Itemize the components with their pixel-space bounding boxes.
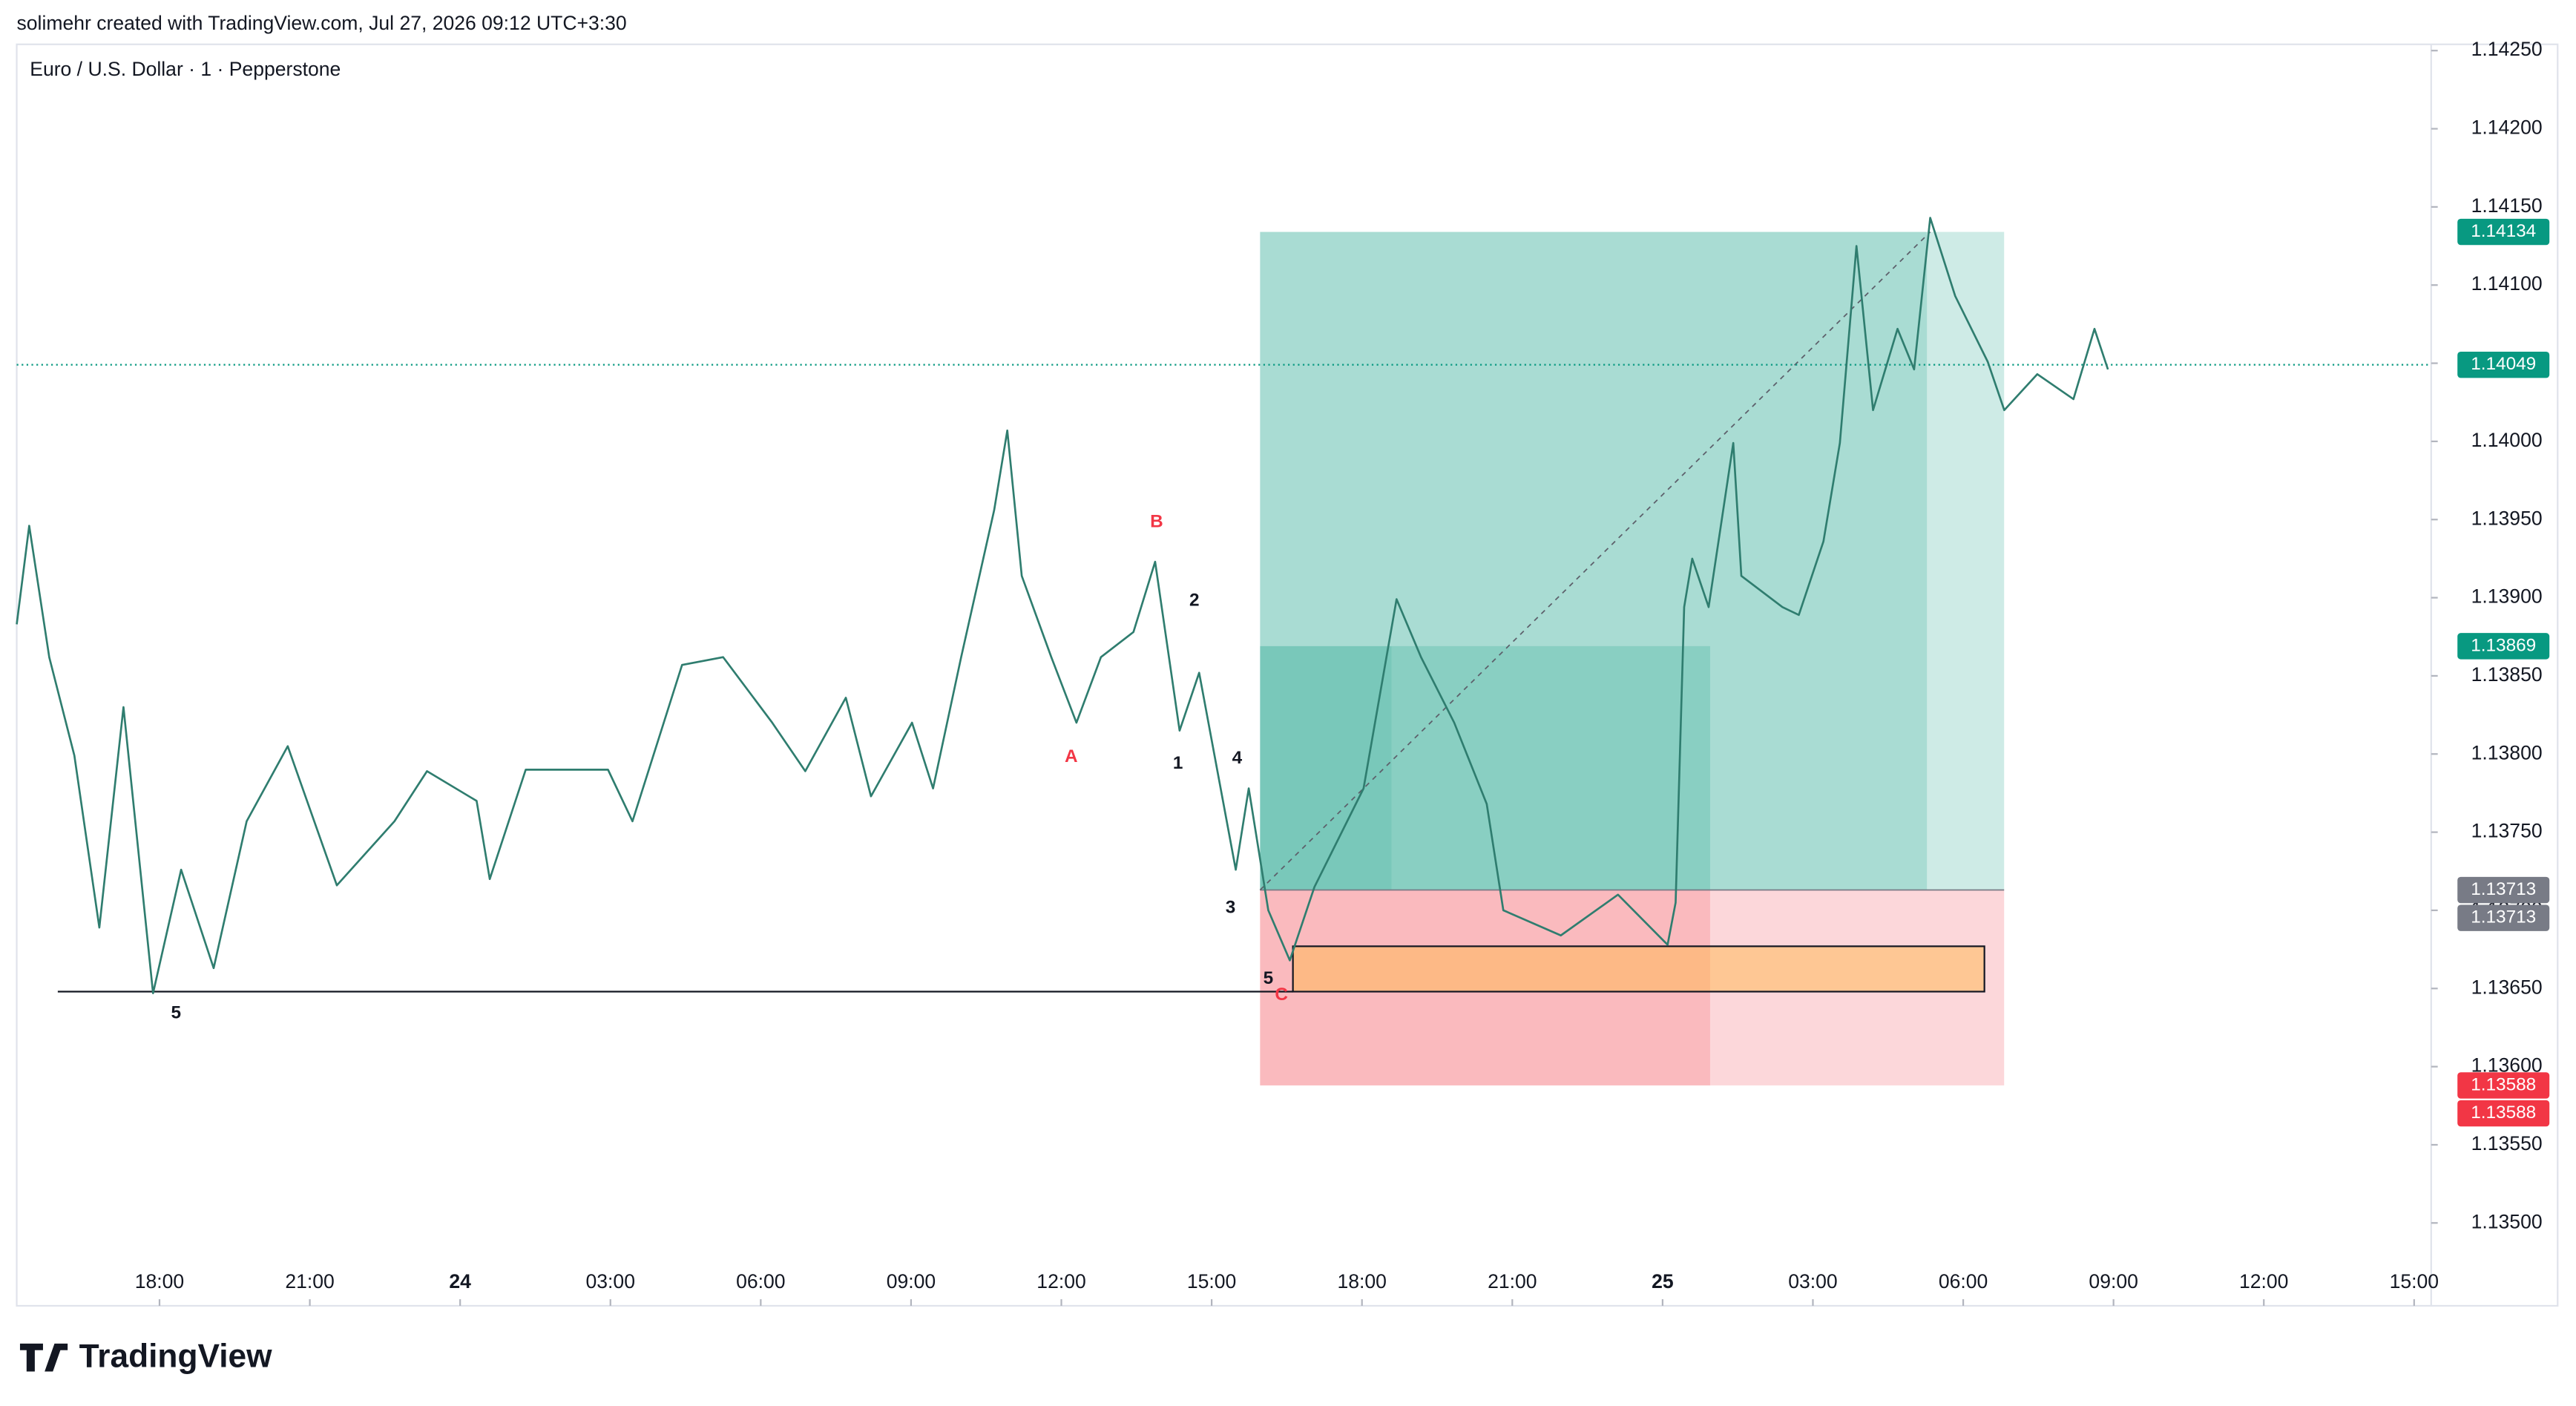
y-tick-label: 1.13800 — [2471, 741, 2543, 763]
wave-label: 3 — [1226, 898, 1236, 918]
x-tick-label: 15:00 — [2390, 1270, 2439, 1292]
x-tick-label: 06:00 — [736, 1270, 785, 1292]
frame — [16, 43, 2559, 1307]
price-badge — [2457, 351, 2550, 378]
y-tick-label: 1.14000 — [2471, 429, 2543, 451]
x-tick-label: 12:00 — [2239, 1270, 2288, 1292]
logo: TradingView — [19, 1338, 272, 1374]
y-tick-label: 1.13650 — [2471, 976, 2543, 998]
y-tick-label: 1.13550 — [2471, 1132, 2543, 1154]
x-tick-label: 06:00 — [1939, 1270, 1988, 1292]
caption: solimehr created with TradingView.com, J… — [17, 12, 627, 34]
y-tick-label: 1.14150 — [2471, 194, 2543, 217]
wave-label: 5 — [1264, 968, 1274, 988]
logo-icon — [19, 1343, 68, 1372]
x-tick-label: 25 — [1652, 1270, 1674, 1292]
inner-zone — [1260, 645, 1710, 890]
price-badge — [2457, 218, 2550, 246]
wave-label: B — [1150, 511, 1163, 531]
price-badge-label: 1.14134 — [2471, 221, 2536, 241]
price-badge-label: 1.13713 — [2471, 907, 2536, 927]
x-tick-label: 18:00 — [1337, 1270, 1386, 1292]
price-badge-label: 1.13713 — [2471, 879, 2536, 899]
price-line — [16, 217, 2109, 995]
price-badge — [2457, 633, 2550, 660]
y-tick-label: 1.14100 — [2471, 272, 2543, 295]
price-badge-label: 1.14049 — [2471, 354, 2536, 374]
wave-label: 4 — [1232, 748, 1243, 768]
profit-zone — [1260, 231, 2005, 890]
x-tick-label: 21:00 — [285, 1270, 334, 1292]
demand-zone — [1292, 945, 1985, 993]
x-tick-label: 09:00 — [2089, 1270, 2138, 1292]
price-badge — [2457, 1072, 2550, 1099]
wave-label: 5 — [171, 1002, 181, 1022]
x-tick-label: 18:00 — [135, 1270, 184, 1292]
profit-fill — [1260, 231, 1928, 890]
trend-path — [1259, 231, 1931, 891]
y-tick-label: 1.13500 — [2471, 1210, 2543, 1232]
price-badge — [2457, 904, 2550, 931]
chart-title: Euro / U.S. Dollar · 1 · Pepperstone — [30, 58, 341, 80]
wave-label: 2 — [1189, 591, 1200, 611]
wave-label: 1 — [1173, 753, 1183, 773]
price-badge — [2457, 876, 2550, 904]
price-badge — [2457, 1100, 2550, 1127]
x-tick-label: 15:00 — [1187, 1270, 1236, 1292]
wave-label: A — [1065, 746, 1078, 766]
x-tick-label: 09:00 — [887, 1270, 936, 1292]
x-tick-label: 24 — [449, 1270, 471, 1292]
wave-label: C — [1275, 985, 1288, 1005]
y-tick-label: 1.14250 — [2471, 38, 2543, 60]
inner-fill — [1260, 645, 1392, 890]
y-tick-label: 1.14200 — [2471, 116, 2543, 139]
y-tick-label: 1.13850 — [2471, 663, 2543, 686]
y-tick-label: 1.13950 — [2471, 507, 2543, 529]
brand: TradingView — [79, 1338, 272, 1374]
price-badge-label: 1.13588 — [2471, 1074, 2536, 1094]
price-badge-label: 1.13869 — [2471, 635, 2536, 655]
x-tick-label: 12:00 — [1036, 1270, 1085, 1292]
y-tick-label: 1.13750 — [2471, 820, 2543, 842]
y-tick-label: 1.13900 — [2471, 585, 2543, 608]
price-badge-label: 1.13588 — [2471, 1103, 2536, 1123]
x-tick-label: 03:00 — [1788, 1270, 1837, 1292]
x-tick-label: 21:00 — [1488, 1270, 1537, 1292]
x-tick-label: 03:00 — [586, 1270, 635, 1292]
